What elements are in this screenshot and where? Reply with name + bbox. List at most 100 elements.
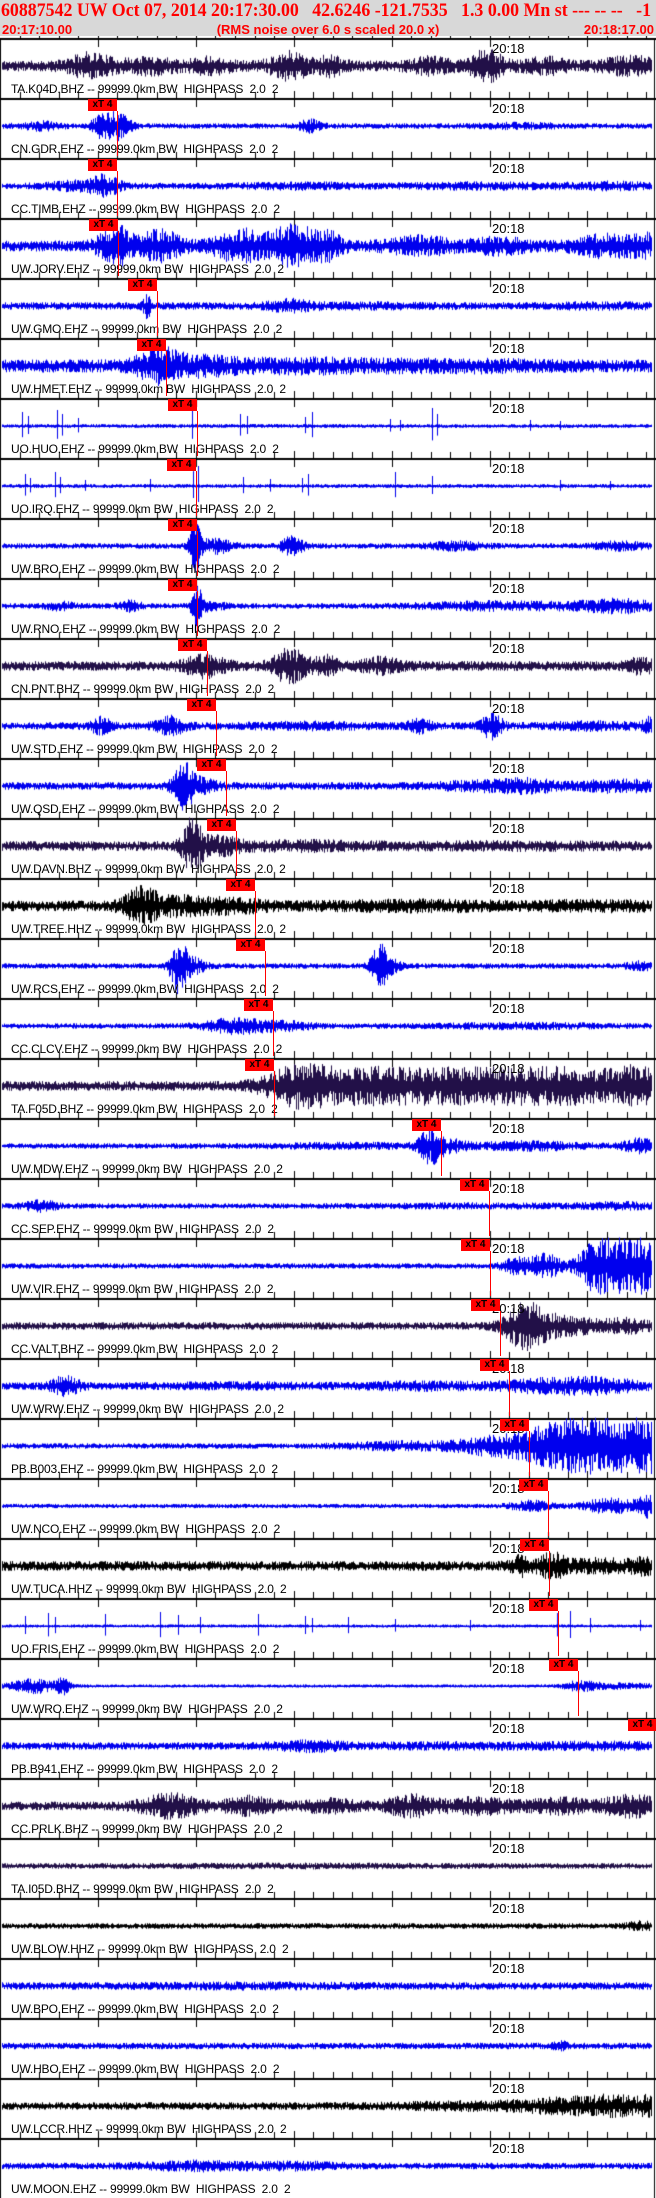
trace-label[interactable]: UO.IRQ.EHZ -- 99999.0km BW HIGHPASS 2.0 … xyxy=(11,502,274,516)
pick-marker[interactable]: xT 4 xyxy=(500,1419,529,1431)
trace-label[interactable]: UW.STD.EHZ -- 99999.0km BW HIGHPASS 2.0 … xyxy=(11,742,278,756)
trace-label[interactable]: CC.SEP.EHZ -- 99999.0km BW HIGHPASS 2.0 … xyxy=(11,1222,274,1236)
trace-row: 20:18 xT 4 PB.B941.EHZ -- 99999.0km BW H… xyxy=(0,1718,656,1778)
pick-marker[interactable]: xT 4 xyxy=(187,699,216,711)
pick-marker[interactable]: xT 4 xyxy=(244,999,273,1011)
trace-row: 20:18 xT 4 UW.JORV.EHZ -- 99999.0km BW H… xyxy=(0,218,656,278)
trace-label[interactable]: UO.FRIS.EHZ -- 99999.0km BW HIGHPASS 2.0… xyxy=(11,1642,280,1656)
trace-label[interactable]: CC.VALT.BHZ -- 99999.0km BW HIGHPASS 2.0… xyxy=(11,1342,279,1356)
trace-row: 20:18 xT 4 UO.HUO.EHZ -- 99999.0km BW HI… xyxy=(0,398,656,458)
pick-marker[interactable]: xT 4 xyxy=(178,639,207,651)
pick-marker-line xyxy=(216,711,217,756)
pick-marker[interactable]: xT 4 xyxy=(167,459,196,471)
trace-label[interactable]: TA.I05D.BHZ -- 99999.0km BW HIGHPASS 2.0… xyxy=(11,1882,274,1896)
trace-row: 20:18 TA.K04D.BHZ -- 99999.0km BW HIGHPA… xyxy=(0,38,656,98)
trace-label[interactable]: UO.HUO.EHZ -- 99999.0km BW HIGHPASS 2.0 … xyxy=(11,442,279,456)
pick-marker[interactable]: xT 4 xyxy=(245,1059,274,1071)
trace-label[interactable]: CC.TIMB.EHZ -- 99999.0km BW HIGHPASS 2.0… xyxy=(11,202,280,216)
pick-marker-line xyxy=(166,351,167,396)
trace-row: 20:18 xT 4 CC.SEP.EHZ -- 99999.0km BW HI… xyxy=(0,1178,656,1238)
trace-row: 20:18 xT 4 UW.DAVN.BHZ -- 99999.0km BW H… xyxy=(0,818,656,878)
pick-marker[interactable]: xT 4 xyxy=(461,1239,490,1251)
trace-label[interactable]: CN.GDR.EHZ -- 99999.0km BW HIGHPASS 2.0 … xyxy=(11,142,279,156)
trace-label[interactable]: PB.B941.EHZ -- 99999.0km BW HIGHPASS 2.0… xyxy=(11,1762,278,1776)
pick-marker-line xyxy=(226,771,227,816)
trace-row: 20:18 UW.BPO.EHZ -- 99999.0km BW HIGHPAS… xyxy=(0,1958,656,2018)
trace-label[interactable]: UW.NCO.EHZ -- 99999.0km BW HIGHPASS 2.0 … xyxy=(11,1522,281,1536)
event-title: 60887542 UW Oct 07, 2014 20:17:30.00 42.… xyxy=(1,0,652,21)
trace-label[interactable]: UW.JORV.EHZ -- 99999.0km BW HIGHPASS 2.0… xyxy=(11,262,284,276)
pick-marker[interactable]: xT 4 xyxy=(412,1119,441,1131)
trace-label[interactable]: UW.MDW.EHZ -- 99999.0km BW HIGHPASS 2.0 … xyxy=(11,1162,283,1176)
trace-label[interactable]: UW.WRW.EHZ -- 99999.0km BW HIGHPASS 2.0 … xyxy=(11,1402,284,1416)
pick-marker-line xyxy=(236,831,237,876)
pick-marker[interactable]: xT 4 xyxy=(168,579,197,591)
pick-marker[interactable]: xT 4 xyxy=(520,1539,549,1551)
pick-marker[interactable]: xT 4 xyxy=(88,99,117,111)
pick-marker[interactable]: xT 4 xyxy=(168,519,197,531)
trace-label[interactable]: UW.TUCA.HHZ -- 99999.0km BW HIGHPASS 2.0… xyxy=(11,1582,287,1596)
time-tick-label: 20:18 xyxy=(492,281,525,296)
trace-label[interactable]: UW.MOON.EHZ -- 99999.0km BW HIGHPASS 2.0… xyxy=(11,2182,291,2196)
pick-marker[interactable]: xT 4 xyxy=(137,339,166,351)
trace-label[interactable]: UW.VIR.EHZ -- 99999.0km BW HIGHPASS 2.0 … xyxy=(11,1282,274,1296)
pick-marker[interactable]: xT 4 xyxy=(168,399,197,411)
pick-marker[interactable]: xT 4 xyxy=(549,1659,578,1671)
pick-marker[interactable]: xT 4 xyxy=(529,1599,558,1611)
pick-marker[interactable]: xT 4 xyxy=(197,759,226,771)
trace-label[interactable]: UW.DAVN.BHZ -- 99999.0km BW HIGHPASS 2.0… xyxy=(11,862,286,876)
trace-row: 20:18 xT 4 UW.HMET.EHZ -- 99999.0km BW H… xyxy=(0,338,656,398)
trace-label[interactable]: UW.TREE.HHZ -- 99999.0km BW HIGHPASS 2.0… xyxy=(11,922,286,936)
trace-label[interactable]: UW.BLOW.HHZ -- 99999.0km BW HIGHPASS 2.0… xyxy=(11,1942,289,1956)
trace-label[interactable]: CN.PNT.BHZ -- 99999.0km BW HIGHPASS 2.0 … xyxy=(11,682,275,696)
trace-label[interactable]: UW.WRO.EHZ -- 99999.0km BW HIGHPASS 2.0 … xyxy=(11,1702,283,1716)
pick-marker[interactable]: xT 4 xyxy=(128,279,157,291)
trace-label[interactable]: TA.K04D.BHZ -- 99999.0km BW HIGHPASS 2.0… xyxy=(11,82,279,96)
time-tick-label: 20:18 xyxy=(492,521,525,536)
pick-marker-line xyxy=(197,591,198,636)
trace-row: 20:18 xT 4 UW.RCS.EHZ -- 99999.0km BW HI… xyxy=(0,938,656,998)
time-tick-label: 20:18 xyxy=(492,461,525,476)
trace-row: 20:18 xT 4 UW.VIR.EHZ -- 99999.0km BW HI… xyxy=(0,1238,656,1298)
pick-marker[interactable]: xT 4 xyxy=(471,1299,500,1311)
trace-label[interactable]: UW.HBO.EHZ -- 99999.0km BW HIGHPASS 2.0 … xyxy=(11,2062,280,2076)
pick-marker[interactable]: xT 4 xyxy=(628,1719,656,1731)
pick-marker[interactable]: xT 4 xyxy=(236,939,265,951)
time-tick-label: 20:18 xyxy=(492,1901,525,1916)
time-tick-label: 20:18 xyxy=(492,881,525,896)
pick-marker[interactable]: xT 4 xyxy=(460,1179,489,1191)
pick-marker[interactable]: xT 4 xyxy=(89,219,118,231)
trace-label[interactable]: CC.CLCV.EHZ -- 99999.0km BW HIGHPASS 2.0… xyxy=(11,1042,283,1056)
trace-row: 20:18 xT 4 UO.IRQ.EHZ -- 99999.0km BW HI… xyxy=(0,458,656,518)
time-tick-label: 20:18 xyxy=(492,401,525,416)
time-tick-label: 20:18 xyxy=(492,941,525,956)
trace-label[interactable]: UW.BPO.EHZ -- 99999.0km BW HIGHPASS 2.0 … xyxy=(11,2002,279,2016)
window-end-time: 20:18:17.00 xyxy=(583,22,654,37)
trace-row: 20:18 xT 4 TA.F05D.BHZ -- 99999.0km BW H… xyxy=(0,1058,656,1118)
trace-label[interactable]: CC.PRLK.BHZ -- 99999.0km BW HIGHPASS 2.0… xyxy=(11,1822,283,1836)
trace-label[interactable]: UW.HMET.EHZ -- 99999.0km BW HIGHPASS 2.0… xyxy=(11,382,286,396)
pick-marker-line xyxy=(578,1671,579,1716)
time-tick-label: 20:18 xyxy=(492,101,525,116)
trace-label[interactable]: UW.LCCR.HHZ -- 99999.0km BW HIGHPASS 2.0… xyxy=(11,2122,287,2136)
trace-row: 20:18 xT 4 CN.PNT.BHZ -- 99999.0km BW HI… xyxy=(0,638,656,698)
trace-label[interactable]: UW.GMO.EHZ -- 99999.0km BW HIGHPASS 2.0 … xyxy=(11,322,283,336)
trace-label[interactable]: UW.BRO.EHZ -- 99999.0km BW HIGHPASS 2.0 … xyxy=(11,562,280,576)
pick-marker[interactable]: xT 4 xyxy=(480,1359,509,1371)
trace-row: 20:18 xT 4 UW.BRO.EHZ -- 99999.0km BW HI… xyxy=(0,518,656,578)
pick-marker-line xyxy=(197,411,198,456)
time-tick-label: 20:18 xyxy=(492,701,525,716)
trace-row: 20:18 xT 4 PB.B003.EHZ -- 99999.0km BW H… xyxy=(0,1418,656,1478)
trace-label[interactable]: UW.QSD.EHZ -- 99999.0km BW HIGHPASS 2.0 … xyxy=(11,802,280,816)
trace-label[interactable]: TA.F05D.BHZ -- 99999.0km BW HIGHPASS 2.0… xyxy=(11,1102,278,1116)
pick-marker[interactable]: xT 4 xyxy=(207,819,236,831)
trace-label[interactable]: PB.B003.EHZ -- 99999.0km BW HIGHPASS 2.0… xyxy=(11,1462,278,1476)
pick-marker[interactable]: xT 4 xyxy=(226,879,255,891)
trace-row: 20:18 xT 4 UW.MDW.EHZ -- 99999.0km BW HI… xyxy=(0,1118,656,1178)
time-tick-label: 20:18 xyxy=(492,1541,525,1556)
pick-marker[interactable]: xT 4 xyxy=(519,1479,548,1491)
trace-label[interactable]: UW.RNO.EHZ -- 99999.0km BW HIGHPASS 2.0 … xyxy=(11,622,281,636)
trace-label[interactable]: UW.RCS.EHZ -- 99999.0km BW HIGHPASS 2.0 … xyxy=(11,982,279,996)
pick-marker[interactable]: xT 4 xyxy=(88,159,117,171)
